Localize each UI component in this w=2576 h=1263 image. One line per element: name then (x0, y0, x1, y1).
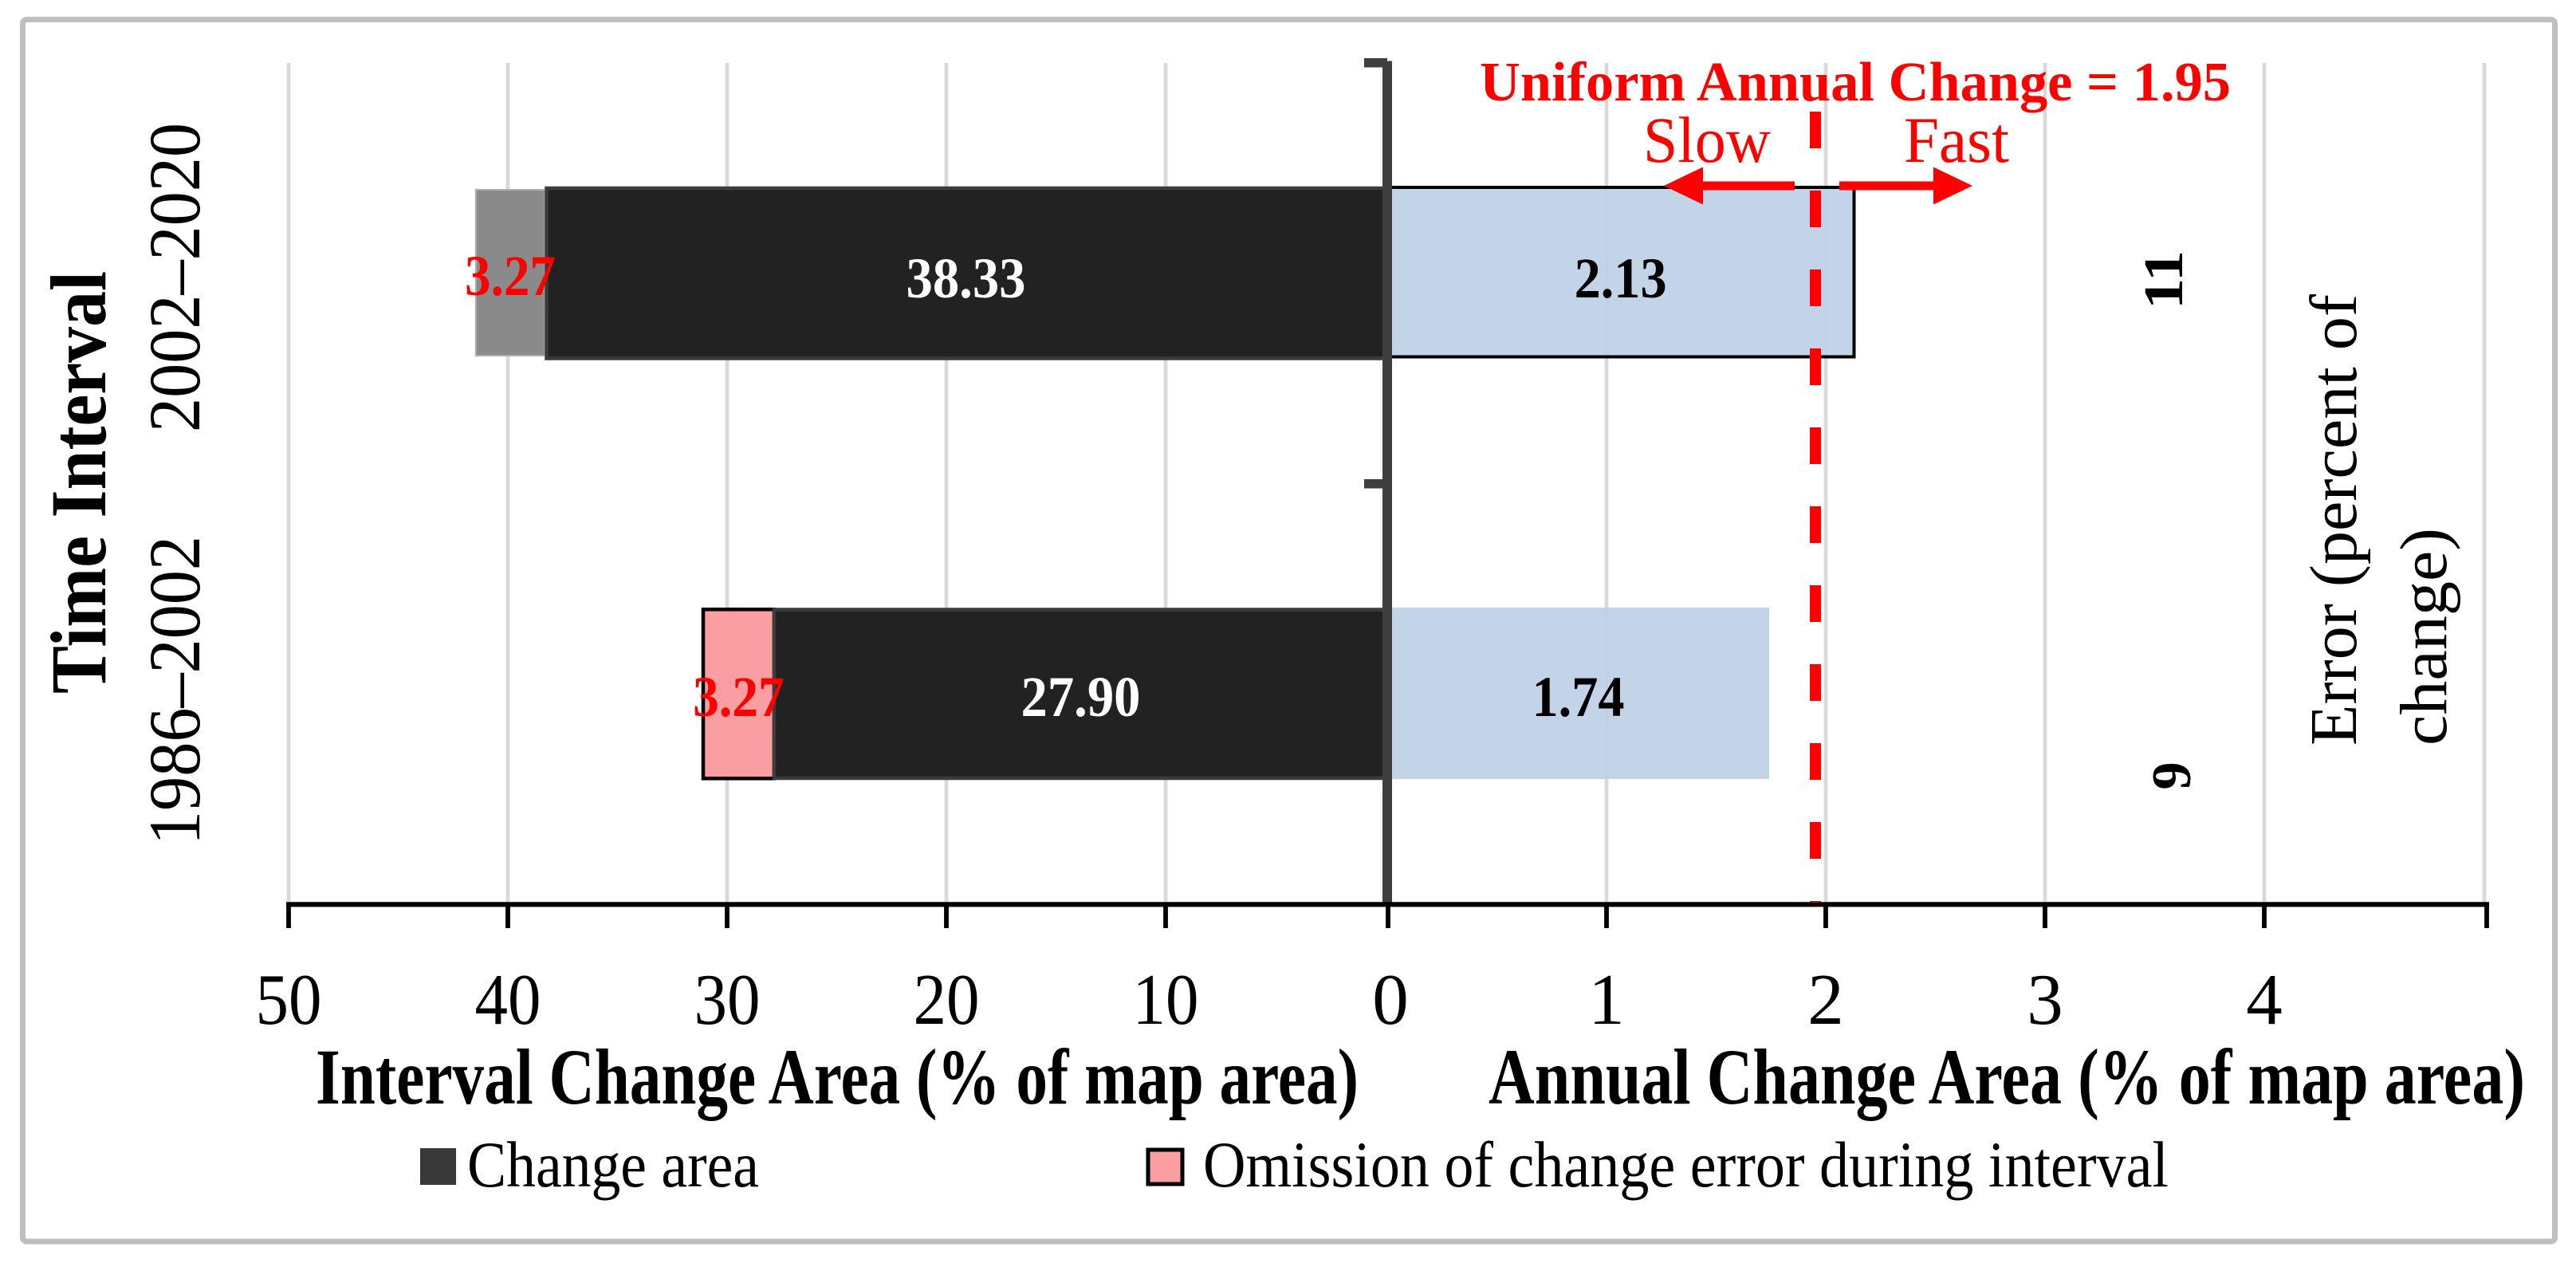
svg-text:Uniform Annual Change = 1.95: Uniform Annual Change = 1.95 (1480, 52, 2231, 113)
svg-text:change): change) (2387, 528, 2461, 746)
svg-text:4: 4 (2246, 959, 2283, 1040)
svg-text:0: 0 (1372, 959, 1409, 1040)
svg-text:1986–2002: 1986–2002 (134, 536, 215, 845)
svg-text:Slow: Slow (1643, 104, 1771, 176)
svg-text:2: 2 (1807, 959, 1844, 1040)
svg-text:Change area: Change area (467, 1128, 759, 1201)
svg-text:Time Interval: Time Interval (34, 271, 123, 694)
svg-text:Fast: Fast (1904, 104, 2009, 176)
svg-text:30: 30 (694, 959, 761, 1040)
svg-text:20: 20 (914, 959, 980, 1040)
svg-text:38.33: 38.33 (907, 246, 1026, 310)
svg-text:3.27: 3.27 (465, 244, 556, 308)
svg-text:40: 40 (475, 959, 541, 1040)
svg-text:Annual Change Area (% of map a: Annual Change Area (% of map area) (1489, 1033, 2525, 1121)
svg-text:3: 3 (2027, 959, 2063, 1040)
svg-text:Interval Change Area (% of map: Interval Change Area (% of map area) (316, 1033, 1359, 1121)
svg-text:10: 10 (1133, 959, 1199, 1040)
svg-text:11: 11 (2134, 250, 2195, 309)
svg-text:3.27: 3.27 (693, 665, 785, 729)
svg-text:1: 1 (1588, 959, 1625, 1040)
svg-text:Error (percent of: Error (percent of (2297, 294, 2371, 746)
svg-text:1.74: 1.74 (1532, 665, 1625, 729)
svg-text:2002–2020: 2002–2020 (134, 123, 215, 432)
svg-text:27.90: 27.90 (1021, 665, 1141, 729)
svg-text:Omission of change error durin: Omission of change error during interval (1203, 1128, 2169, 1201)
svg-text:50: 50 (256, 959, 322, 1040)
svg-text:9: 9 (2141, 762, 2203, 790)
svg-text:2.13: 2.13 (1575, 246, 1667, 310)
